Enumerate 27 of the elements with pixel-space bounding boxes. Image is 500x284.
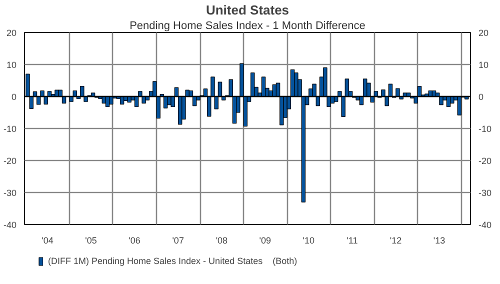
x-tick-label: '09 [259, 236, 272, 246]
x-tick-label: '06 [128, 236, 140, 246]
y2-tick-label: 0 [478, 92, 484, 102]
x-tick-label: '12 [390, 236, 402, 246]
x-tick-label: '04 [42, 236, 54, 246]
y-tick-label: -40 [3, 220, 17, 230]
x-tick-label: '10 [302, 236, 315, 246]
y-tick-label: 20 [6, 28, 17, 38]
y2-tick-label: -40 [478, 220, 492, 230]
y2-tick-label: -30 [478, 188, 492, 198]
y2-tick-label: -20 [478, 156, 492, 166]
x-tick-label: '05 [85, 236, 97, 246]
x-tick-label: '13 [433, 236, 446, 246]
y2-tick-label: -10 [478, 124, 492, 134]
x-tick-label: '11 [346, 236, 358, 246]
chart-title: United States [206, 2, 290, 18]
x-tick-label: '07 [172, 236, 184, 246]
y-tick-label: 0 [11, 92, 17, 102]
y2-tick-label: 10 [478, 60, 489, 70]
x-tick-label: '08 [216, 236, 228, 246]
legend-label: (DIFF 1M) Pending Home Sales Index - United States (Both) [48, 256, 298, 266]
chart-subtitle: Pending Home Sales Index - 1 Month Difference [130, 20, 366, 32]
y-tick-label: -10 [3, 124, 17, 134]
y2-tick-label: 20 [478, 28, 489, 38]
y-tick-label: -30 [3, 188, 17, 198]
y-tick-label: -20 [3, 156, 17, 166]
y-tick-label: 10 [6, 60, 17, 70]
